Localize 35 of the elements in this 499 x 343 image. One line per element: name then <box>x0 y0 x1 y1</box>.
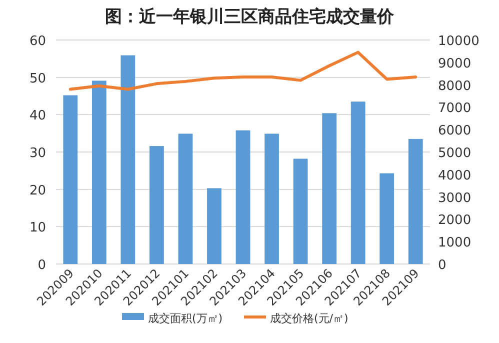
y-tick-label: 30 <box>29 146 46 161</box>
bar <box>380 173 394 264</box>
y-tick-label: 10 <box>29 220 46 236</box>
line-series <box>68 50 418 91</box>
y2-tick-label: 1000 <box>438 236 472 251</box>
y2-tick-label: 8000 <box>438 78 472 94</box>
y2-tick-label: 3000 <box>438 190 472 206</box>
legend-label: 成交价格(元/㎡) <box>270 312 348 325</box>
bar <box>236 130 250 264</box>
legend-label: 成交面积(万㎡) <box>148 312 223 325</box>
chart-title: 图：近一年银川三区商品住宅成交量价 <box>105 7 395 27</box>
y2-tick-label: 0 <box>438 258 446 273</box>
bar <box>120 55 136 264</box>
bar <box>350 102 366 264</box>
y2-tick-label: 9000 <box>438 56 472 72</box>
y-tick-label: 60 <box>29 34 46 49</box>
bar <box>150 146 164 264</box>
bar <box>408 138 423 264</box>
bar <box>207 188 222 264</box>
bar <box>92 80 106 264</box>
bar <box>322 113 336 264</box>
y-tick-label: 40 <box>29 108 46 124</box>
bar <box>264 134 279 264</box>
y2-tick-label: 2000 <box>438 213 472 228</box>
y2-tick-label: 10000 <box>438 34 480 49</box>
y2-tick-label: 5000 <box>438 146 472 161</box>
y2-tick-label: 6000 <box>438 124 472 139</box>
y-tick-label: 50 <box>29 71 46 86</box>
bar <box>293 158 308 264</box>
bar <box>178 134 193 264</box>
y2-tick-label: 4000 <box>438 168 472 184</box>
y-tick-label: 20 <box>29 183 46 198</box>
y2-tick-label: 7000 <box>438 101 472 116</box>
y-tick-label: 0 <box>38 258 46 273</box>
bar <box>63 95 78 264</box>
